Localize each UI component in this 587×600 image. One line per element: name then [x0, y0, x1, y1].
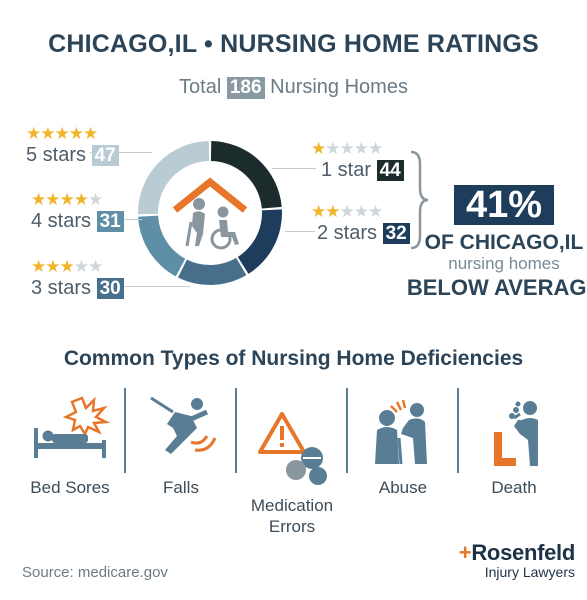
rating-5-stars: ★★★★★ 5 stars 47	[26, 125, 119, 168]
rating-label: 2 stars	[317, 222, 378, 244]
star-empty-icon: ★	[339, 202, 355, 221]
rating-label: 4 stars	[31, 210, 92, 232]
rating-text: 4 stars 31	[31, 209, 124, 234]
star-filled-icon: ★	[59, 190, 75, 209]
rating-stars: ★★★★★	[26, 125, 119, 143]
abuse-icon	[375, 399, 427, 465]
rating-stars: ★★★★★	[311, 203, 410, 221]
rating-text: 5 stars 47	[26, 143, 119, 168]
deficiency-medication-errors: Medication Errors	[237, 390, 347, 555]
star-empty-icon: ★	[353, 202, 369, 221]
deficiency-falls: Falls	[126, 390, 236, 498]
deficiencies-title: Common Types of Nursing Home Deficiencie…	[63, 347, 524, 370]
star-filled-icon: ★	[325, 202, 340, 221]
total-suffix: Nursing Homes	[270, 76, 408, 98]
star-filled-icon: ★	[45, 257, 60, 276]
rating-4-stars: ★★★★★ 4 stars 31	[31, 191, 124, 234]
below-average-percent: 41%	[454, 185, 554, 225]
star-filled-icon: ★	[40, 124, 55, 143]
ratings-donut	[138, 141, 282, 285]
star-empty-icon: ★	[353, 139, 369, 158]
rating-stars: ★★★★★	[31, 191, 124, 209]
rating-stars: ★★★★★	[31, 258, 124, 276]
donut-segment	[210, 141, 282, 209]
star-empty-icon: ★	[325, 139, 340, 158]
medication-errors-icon	[258, 412, 327, 485]
connector-5-stars	[90, 152, 152, 153]
summary-city: OF CHICAGO,IL	[424, 231, 584, 254]
connector-3-stars	[110, 286, 190, 287]
rating-text: 2 stars 32	[317, 221, 410, 246]
star-filled-icon: ★	[54, 124, 70, 143]
brace	[410, 150, 429, 250]
star-empty-icon: ★	[88, 257, 103, 276]
star-filled-icon: ★	[68, 124, 84, 143]
divider	[346, 388, 348, 473]
rating-count: 32	[382, 223, 410, 244]
rating-count: 30	[96, 278, 124, 299]
star-filled-icon: ★	[311, 139, 326, 158]
brand-name-text: Rosenfeld	[471, 540, 575, 565]
star-empty-icon: ★	[368, 202, 383, 221]
star-filled-icon: ★	[83, 124, 98, 143]
star-filled-icon: ★	[59, 257, 75, 276]
rating-count: 31	[96, 211, 124, 232]
rating-count: 44	[376, 160, 404, 181]
rating-1-star: ★★★★★ 1 star 44	[311, 140, 404, 183]
total-line: Total 186 Nursing Homes	[0, 76, 587, 99]
star-filled-icon: ★	[45, 190, 60, 209]
rating-3-stars: ★★★★★ 3 stars 30	[31, 258, 124, 301]
rating-text: 3 stars 30	[31, 276, 124, 301]
divider	[235, 388, 237, 473]
falls-icon	[150, 396, 217, 454]
rating-text: 1 star 44	[321, 158, 404, 183]
donut-segment	[237, 209, 282, 274]
summary-below-average: BELOW AVERAGE	[406, 275, 587, 300]
star-empty-icon: ★	[88, 190, 103, 209]
star-filled-icon: ★	[26, 124, 41, 143]
rating-label: 3 stars	[31, 277, 92, 299]
bed-sores-icon	[34, 396, 111, 458]
brand-name: +Rosenfeld	[458, 540, 576, 565]
brand-logo: +Rosenfeld Injury Lawyers	[455, 540, 576, 580]
rating-count: 47	[91, 145, 119, 166]
divider	[457, 388, 459, 473]
star-filled-icon: ★	[311, 202, 326, 221]
star-filled-icon: ★	[31, 190, 46, 209]
rating-stars: ★★★★★	[311, 140, 404, 158]
source-text: Source: medicare.gov	[22, 564, 168, 581]
deficiency-bed-sores: Bed Sores	[15, 390, 125, 498]
donut-segment	[138, 215, 186, 277]
deficiency-label: Death	[491, 478, 537, 497]
deficiency-abuse: Abuse	[348, 390, 458, 498]
donut-segments	[138, 141, 282, 285]
star-empty-icon: ★	[368, 139, 383, 158]
rating-label: 5 stars	[26, 144, 87, 166]
deficiency-death: Death	[459, 390, 569, 498]
star-empty-icon: ★	[73, 257, 89, 276]
summary-subtitle: nursing homes	[448, 254, 560, 273]
connector-2-stars	[285, 231, 315, 232]
rating-label: 1 star	[321, 159, 372, 181]
page-title: CHICAGO,IL • NURSING HOME RATINGS	[48, 30, 539, 58]
star-filled-icon: ★	[31, 257, 46, 276]
connector-4-stars	[110, 219, 142, 220]
deficiency-label: Abuse	[378, 478, 428, 497]
deficiency-label: Medication Errors	[250, 496, 334, 536]
deficiency-label: Falls	[163, 478, 199, 497]
star-empty-icon: ★	[339, 139, 355, 158]
total-prefix: Total	[179, 76, 222, 98]
rating-2-stars: ★★★★★ 2 stars 32	[311, 203, 410, 246]
divider	[124, 388, 126, 473]
total-count: 186	[226, 77, 265, 99]
brand-subtitle: Injury Lawyers	[484, 564, 575, 580]
death-icon	[494, 401, 538, 466]
star-filled-icon: ★	[73, 190, 89, 209]
donut-segment	[177, 257, 247, 285]
donut-segment	[138, 141, 210, 215]
nursing-home-icon	[172, 177, 248, 250]
deficiency-label: Bed Sores	[30, 478, 110, 497]
connector-1-star	[272, 168, 316, 169]
